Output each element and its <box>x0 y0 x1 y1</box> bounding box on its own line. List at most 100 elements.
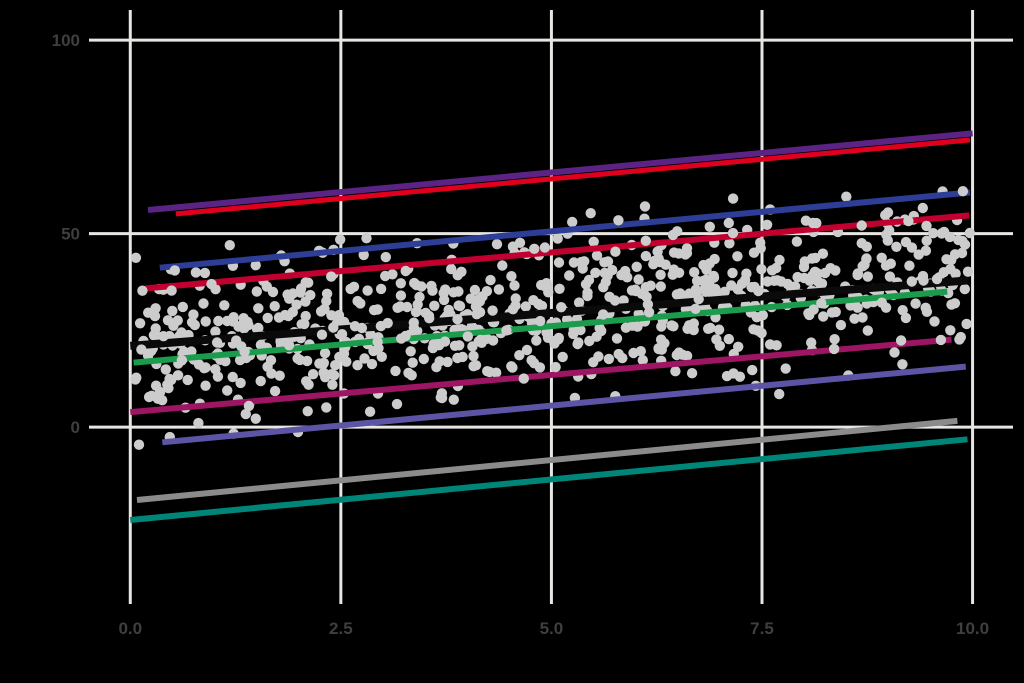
scatter-point <box>520 301 531 312</box>
scatter-point <box>333 310 345 321</box>
scatter-point <box>206 278 217 290</box>
scatter-point <box>427 342 439 354</box>
scatter-point <box>235 377 246 389</box>
scatter-point <box>638 288 649 300</box>
scatter-point <box>390 365 401 377</box>
scatter-point <box>962 266 974 277</box>
scatter-point <box>330 360 341 371</box>
scatter-point <box>897 359 908 370</box>
scatter-point <box>828 343 840 355</box>
scatter-point <box>921 235 932 246</box>
scatter-point <box>906 276 917 287</box>
scatter-point <box>588 236 599 247</box>
x-axis-tick-label: 2.5 <box>329 619 353 638</box>
scatter-point <box>176 355 188 366</box>
scatter-point <box>639 201 651 212</box>
scatter-point <box>753 285 764 297</box>
scatter-point <box>372 336 383 348</box>
scatter-point <box>380 251 391 263</box>
scatter-point <box>160 364 171 375</box>
scatter-point <box>882 235 893 246</box>
scatter-point <box>691 275 703 287</box>
scatter-point <box>686 368 698 379</box>
trend-line-green <box>133 288 948 366</box>
scatter-point <box>395 301 406 312</box>
scatter-point <box>913 249 924 260</box>
scatter-point <box>368 304 380 316</box>
scatter-point <box>535 315 546 327</box>
scatter-point <box>250 260 261 271</box>
scatter-point <box>396 333 407 344</box>
scatter-point <box>756 264 767 275</box>
scatter-point <box>327 379 338 390</box>
trend-line-teal <box>130 436 968 523</box>
scatter-point <box>424 313 435 324</box>
scatter-point <box>436 388 448 399</box>
scatter-point <box>920 302 931 313</box>
scatter-point <box>528 295 539 306</box>
scatter-point <box>816 298 827 309</box>
scatter-point <box>579 256 590 267</box>
scatter-point <box>220 356 231 367</box>
scatter-point <box>454 322 465 334</box>
scatter-point <box>903 215 914 227</box>
scatter-point <box>157 395 168 406</box>
scatter-point <box>889 347 900 358</box>
scatter-point <box>553 257 565 268</box>
scatter-point <box>917 202 928 214</box>
scatter-point <box>321 288 333 299</box>
scatter-point <box>829 334 840 345</box>
scatter-point <box>200 380 211 391</box>
scatter-point <box>910 298 921 309</box>
scatter-point <box>485 274 496 286</box>
scatter-point <box>509 280 520 291</box>
scatter-point <box>238 313 249 324</box>
scatter-point <box>733 341 744 352</box>
scatter-point <box>954 334 965 345</box>
scatter-point <box>727 193 739 204</box>
scatter-point <box>146 390 157 401</box>
scatter-point <box>291 299 302 310</box>
scatter-point <box>198 298 209 309</box>
scatter-point <box>548 335 560 347</box>
trend-line-black <box>129 276 969 350</box>
scatter-point <box>748 247 760 258</box>
scatter-point <box>295 287 306 298</box>
scatter-point <box>713 324 725 335</box>
scatter-point <box>643 307 655 318</box>
scatter-point <box>484 366 495 378</box>
scatter-point <box>862 325 873 336</box>
scatter-point <box>137 285 148 296</box>
scatter-point <box>862 271 873 282</box>
scatter-point <box>466 321 477 332</box>
scatter-point <box>211 337 223 348</box>
scatter-point <box>316 329 328 340</box>
scatter-point <box>557 351 568 363</box>
scatter-point <box>817 248 829 259</box>
scatter-point <box>177 301 188 313</box>
scatter-point <box>961 318 972 330</box>
scatter-point <box>376 351 387 362</box>
scatter-point <box>859 259 870 270</box>
scatter-point <box>491 239 503 250</box>
scatter-point <box>585 208 596 219</box>
scatter-point <box>598 309 609 320</box>
scatter-point <box>642 299 654 310</box>
scatter-point <box>780 363 791 374</box>
scatter-point <box>449 340 461 351</box>
scatter-point <box>514 350 525 361</box>
scatter-point <box>300 296 311 307</box>
scatter-point <box>368 345 379 357</box>
scatter-point <box>182 374 193 386</box>
scatter-point <box>849 313 860 324</box>
scatter-point <box>434 356 445 367</box>
scatter-point <box>412 299 423 310</box>
scatter-point <box>269 385 281 397</box>
scatter-point <box>474 307 486 318</box>
scatter-point <box>507 304 519 315</box>
scatter-point <box>667 269 678 280</box>
scatter-point <box>167 305 178 317</box>
scatter-point <box>603 353 615 365</box>
scatter-point <box>266 368 277 379</box>
